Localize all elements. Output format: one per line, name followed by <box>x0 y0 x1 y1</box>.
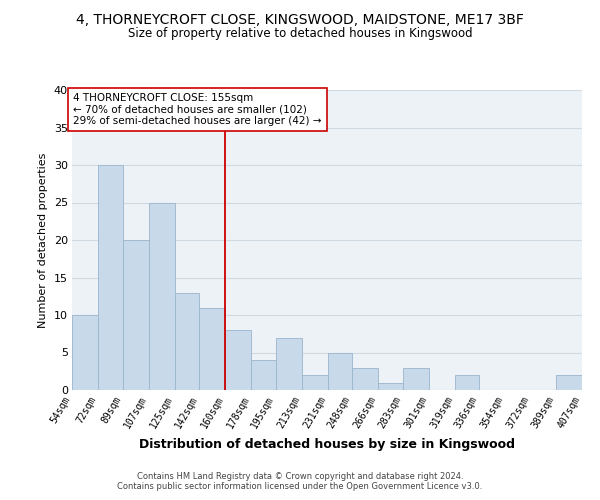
Bar <box>378 382 403 390</box>
Bar <box>276 338 302 390</box>
Text: 4, THORNEYCROFT CLOSE, KINGSWOOD, MAIDSTONE, ME17 3BF: 4, THORNEYCROFT CLOSE, KINGSWOOD, MAIDST… <box>76 12 524 26</box>
X-axis label: Distribution of detached houses by size in Kingswood: Distribution of detached houses by size … <box>139 438 515 451</box>
Bar <box>403 368 429 390</box>
Bar <box>251 360 276 390</box>
Bar <box>352 368 378 390</box>
Bar <box>225 330 251 390</box>
Bar <box>556 375 582 390</box>
Bar <box>149 202 175 390</box>
Bar <box>98 165 122 390</box>
Bar <box>72 315 98 390</box>
Bar <box>302 375 328 390</box>
Bar <box>455 375 479 390</box>
Y-axis label: Number of detached properties: Number of detached properties <box>38 152 48 328</box>
Bar <box>122 240 149 390</box>
Bar <box>199 308 225 390</box>
Text: Size of property relative to detached houses in Kingswood: Size of property relative to detached ho… <box>128 28 472 40</box>
Text: Contains HM Land Registry data © Crown copyright and database right 2024.: Contains HM Land Registry data © Crown c… <box>137 472 463 481</box>
Bar <box>328 352 352 390</box>
Bar <box>175 292 199 390</box>
Text: Contains public sector information licensed under the Open Government Licence v3: Contains public sector information licen… <box>118 482 482 491</box>
Text: 4 THORNEYCROFT CLOSE: 155sqm
← 70% of detached houses are smaller (102)
29% of s: 4 THORNEYCROFT CLOSE: 155sqm ← 70% of de… <box>73 93 322 126</box>
